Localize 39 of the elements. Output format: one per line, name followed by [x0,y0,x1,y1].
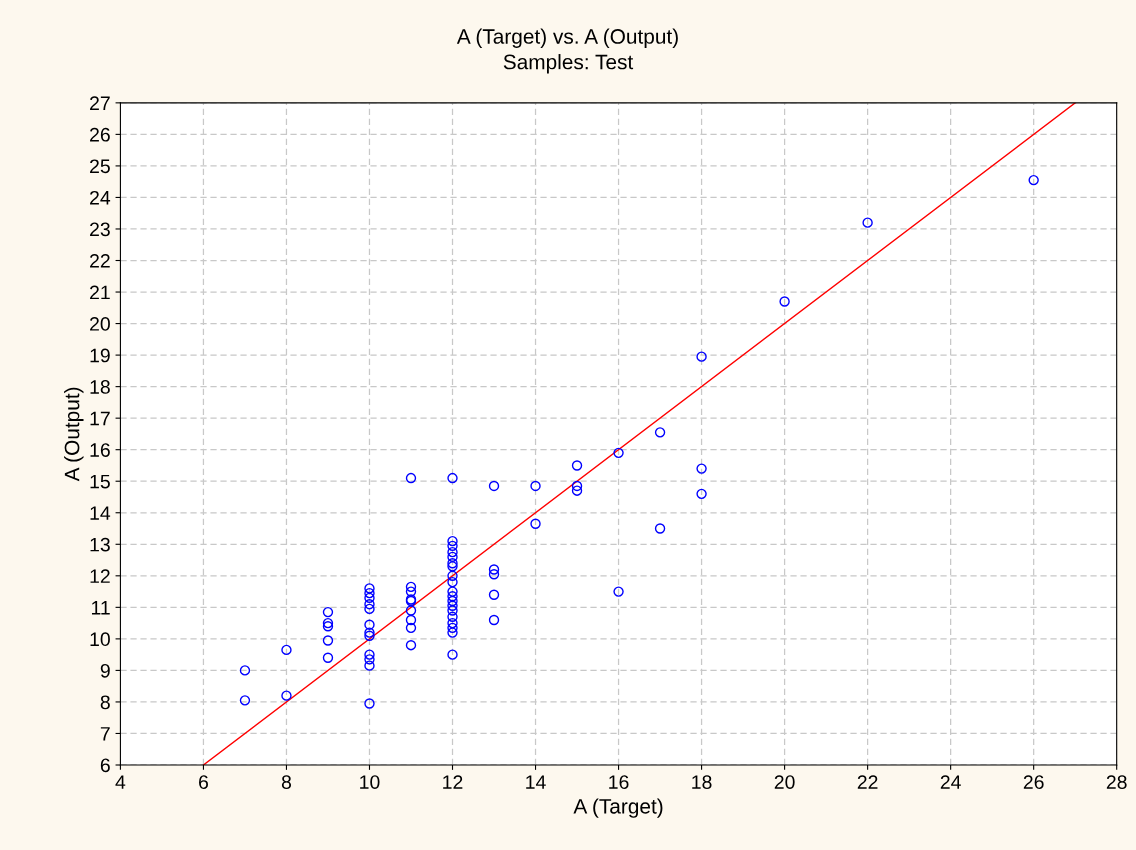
x-tick-label: 24 [940,775,961,789]
x-tick-label: 18 [692,775,712,789]
y-tick-label: 17 [90,411,110,426]
x-tick-label: 16 [609,775,629,789]
y-tick-label: 10 [90,632,110,647]
y-tick-label: 23 [90,222,110,237]
x-axis-title: A (Target) [573,798,663,818]
y-tick-label: 22 [90,253,110,268]
y-tick-label: 14 [90,506,111,520]
y-tick-label: 20 [90,317,110,331]
y-tick-label: 9 [100,663,110,678]
y-tick-label: 6 [100,758,110,773]
y-tick-label: 21 [90,285,110,300]
y-tick-label: 11 [91,601,110,615]
x-tick-label: 20 [774,775,795,789]
x-tick-label: 8 [281,775,292,789]
x-tick-label: 4 [115,775,126,789]
y-tick-label: 18 [90,380,110,394]
y-tick-label: 8 [100,695,110,710]
x-tick-label: 26 [1023,775,1044,789]
y-tick-label: 26 [90,127,110,142]
y-tick-label: 27 [90,96,110,110]
chart-title: A (Target) vs. A (Output) [456,28,678,48]
x-tick-label: 12 [443,775,463,789]
x-tick-label: 10 [360,775,380,789]
x-tick-label: 6 [199,775,208,789]
y-tick-label: 13 [90,537,110,552]
y-tick-label: 19 [90,348,110,363]
y-tick-label: 12 [90,569,110,583]
y-axis-title: A (Output) [64,387,84,482]
x-tick-label: 14 [526,775,546,789]
y-tick-label: 7 [100,727,110,741]
y-tick-label: 25 [90,159,110,174]
y-tick-label: 24 [90,190,111,205]
y-tick-label: 15 [90,474,110,489]
y-tick-label: 16 [90,443,110,457]
chart-subtitle: Samples: Test [503,54,634,74]
x-tick-label: 22 [857,775,878,789]
x-tick-label: 28 [1106,775,1127,789]
